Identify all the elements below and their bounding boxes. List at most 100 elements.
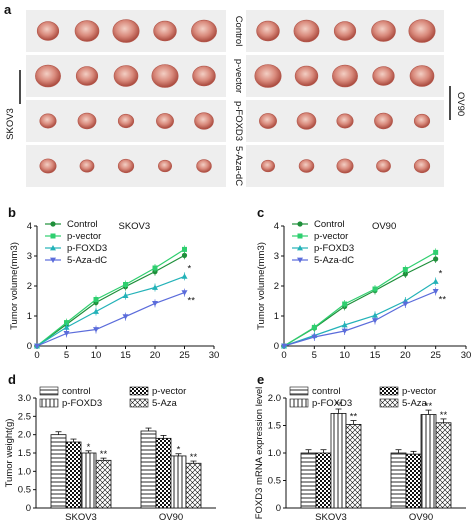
y-tick-label: 0 xyxy=(27,341,32,352)
legend-label-control: control xyxy=(312,386,341,397)
x-tick-label: 30 xyxy=(209,350,220,361)
data-point xyxy=(433,249,439,255)
row-label-5-aza-dc: 5-Aza-dC xyxy=(233,146,244,186)
tumor-sample xyxy=(256,20,280,42)
data-point xyxy=(433,256,439,262)
tumor-sample xyxy=(191,19,217,43)
category-label-ov90: OV90 xyxy=(159,512,183,523)
data-point xyxy=(297,221,303,227)
legend-label-p-foxd3: p-FOXD3 xyxy=(62,398,102,409)
tumor-sample xyxy=(413,158,431,174)
tumor-sample xyxy=(372,66,395,86)
legend-swatch xyxy=(129,398,149,408)
row-label-control: Control xyxy=(233,16,244,47)
bar-5-aza xyxy=(435,422,452,509)
tumor-sample xyxy=(336,158,354,174)
legend-label-control: control xyxy=(62,386,91,397)
legend-label-5-aza-dc: 5-Aza-dC xyxy=(67,255,107,266)
y-tick-label: 1.0 xyxy=(18,466,31,477)
data-point xyxy=(341,328,348,334)
panel-a-photos xyxy=(26,10,444,187)
data-point xyxy=(181,290,188,296)
legend-swatch xyxy=(39,398,59,408)
x-tick-label: 0 xyxy=(34,350,39,361)
y-tick-label: 0 xyxy=(274,341,279,352)
significance-mark: ** xyxy=(188,296,196,307)
tumor-sample xyxy=(79,159,95,173)
significance-mark: ** xyxy=(440,410,448,421)
tumor-sample xyxy=(77,112,97,130)
tumor-sample xyxy=(298,159,315,173)
data-point xyxy=(50,221,56,227)
data-point xyxy=(93,308,99,314)
tumor-sample xyxy=(408,19,436,43)
tumor-sample xyxy=(376,159,391,173)
y-tick-label: 2.5 xyxy=(18,411,31,422)
significance-mark: * xyxy=(177,445,181,456)
x-tick-label: 10 xyxy=(91,350,102,361)
y-tick-label: 2 xyxy=(274,281,279,292)
data-point xyxy=(342,301,348,307)
y-tick-label: 1.5 xyxy=(268,421,281,432)
bar-p-vector xyxy=(405,453,422,509)
bar-p-vector xyxy=(315,452,332,509)
legend-swatch xyxy=(379,398,399,408)
tumor-sample xyxy=(261,159,275,173)
y-tick-label: 0.5 xyxy=(18,485,31,496)
tumor-sample xyxy=(196,159,212,173)
data-point xyxy=(93,297,99,302)
left-cell-line-label: SKOV3 xyxy=(5,108,16,140)
legend-label-p-vector: p-vector xyxy=(152,386,186,397)
legend-swatch xyxy=(39,386,59,396)
series-line-p-foxd3 xyxy=(283,280,436,347)
data-point xyxy=(34,343,40,349)
tumor-sample xyxy=(371,20,396,42)
data-point xyxy=(281,343,287,349)
data-point xyxy=(402,271,408,277)
y-tick-label: 1 xyxy=(27,311,32,322)
bar-control xyxy=(50,434,67,509)
bar-p-foxd3 xyxy=(170,455,187,509)
y-axis-label: FOXD3 mRNA expression level xyxy=(254,387,265,520)
data-point xyxy=(402,301,409,307)
y-tick-label: 1 xyxy=(274,311,279,322)
data-point xyxy=(63,331,70,337)
significance-mark: ** xyxy=(350,412,358,423)
significance-mark: ** xyxy=(335,400,343,411)
row-label-p-foxd3: p-FOXD3 xyxy=(233,101,244,141)
tumor-sample xyxy=(35,64,61,88)
tumor-sample xyxy=(156,113,174,129)
series-line-5-aza-dc xyxy=(283,290,436,347)
significance-mark: * xyxy=(188,263,192,274)
y-tick-label: 0 xyxy=(26,503,31,514)
panel-d-letter: d xyxy=(8,372,16,387)
data-point xyxy=(432,289,439,295)
data-point xyxy=(297,245,303,251)
tumor-sample xyxy=(113,65,139,87)
tumor-sample xyxy=(36,21,60,41)
tumor-sample xyxy=(294,65,319,87)
tumor-sample xyxy=(158,159,172,173)
category-label-skov3: SKOV3 xyxy=(65,512,97,523)
x-tick-label: 5 xyxy=(312,350,317,361)
panel-a-letter: a xyxy=(4,2,12,17)
data-point xyxy=(181,273,188,279)
legend-label-5-aza: 5-Aza xyxy=(152,398,178,409)
series-line-control xyxy=(283,258,436,347)
data-point xyxy=(297,233,303,239)
legend-label-p-vector: p-vector xyxy=(67,231,101,242)
significance-mark: ** xyxy=(439,294,447,305)
data-point xyxy=(63,324,70,330)
y-tick-label: 3 xyxy=(274,251,279,262)
series-line-p-foxd3 xyxy=(36,275,185,347)
data-point xyxy=(311,324,317,330)
tumor-sample xyxy=(293,19,320,43)
significance-mark: * xyxy=(439,269,443,280)
bar-control xyxy=(140,430,157,509)
legend-label-5-aza: 5-Aza xyxy=(402,398,428,409)
bar-5-aza xyxy=(185,462,202,509)
data-point xyxy=(50,245,56,251)
category-label-skov3: SKOV3 xyxy=(315,512,347,523)
series-line-p-vector xyxy=(36,248,185,347)
